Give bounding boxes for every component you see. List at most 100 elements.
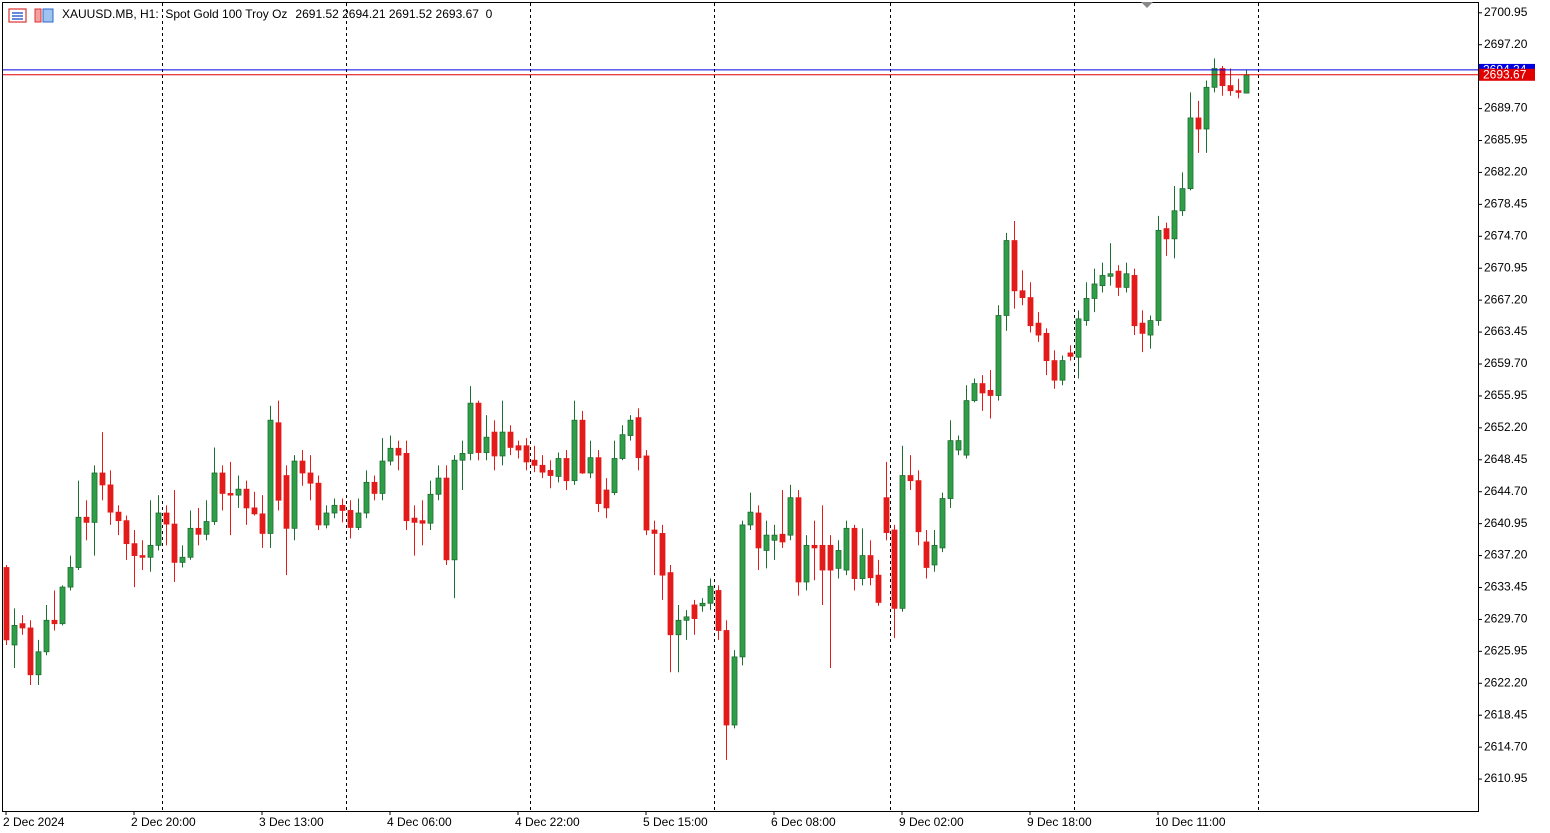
candle-body [275,422,282,501]
candle-body [915,480,922,533]
candle-body [523,445,530,463]
candle-body [1211,68,1218,88]
candle-body [1059,360,1066,381]
candle-body [867,555,874,579]
candle-body [427,493,434,524]
candle-body [987,389,994,396]
candle-body [1235,90,1242,93]
candle-body [1115,270,1122,288]
candle-body [251,507,258,515]
x-tick-label: 2 Dec 20:00 [131,815,196,829]
candle-body [443,477,450,561]
y-tick-label: 2663.45 [1484,324,1528,338]
y-tick-label: 2644.70 [1484,484,1528,498]
candle-body [219,472,226,494]
candle-body [11,624,18,646]
candle-body [683,616,690,621]
x-tick-label: 6 Dec 08:00 [771,815,836,829]
candle-body [147,544,154,558]
candle-body [603,489,610,509]
candle-body [515,445,522,451]
y-tick-label: 2682.20 [1484,165,1528,179]
y-tick-label: 2670.95 [1484,260,1528,274]
x-tick-label: 3 Dec 13:00 [259,815,324,829]
candle-body [1219,68,1226,86]
candle-body [355,512,362,528]
candle-body [1179,188,1186,212]
candle-body [1195,117,1202,130]
chart-title: XAUUSD.MB, H1: Spot Gold 100 Troy Oz [62,7,287,21]
candle-body [299,460,306,474]
candle-body [291,460,298,529]
candle-body [1035,322,1042,336]
candle-body [1027,297,1034,327]
candle-body [1099,275,1106,287]
shift-marker [1141,2,1153,8]
header-values: 2691.52 2694.21 2691.52 2693.67 0 [295,7,492,21]
candle-body [203,521,210,535]
candle-body [1171,210,1178,240]
candle-body [1243,74,1250,94]
candle-body [3,567,10,641]
candle-body [723,630,730,726]
y-tick-label: 2633.45 [1484,580,1528,594]
candle-body [795,497,802,583]
y-tick-label: 2618.45 [1484,707,1528,721]
candle-body [451,459,458,561]
candle-body [699,602,706,607]
candle-body [819,544,826,571]
candle-body [563,458,570,482]
candle-body [891,529,898,609]
candle-body [379,460,386,494]
candle-body [1203,86,1210,130]
x-tick-label: 2 Dec 2024 [3,815,65,829]
plot-frame [2,2,1479,812]
candle-body [259,513,266,534]
y-tick-label: 2674.70 [1484,228,1528,242]
candle-body [1011,240,1018,292]
candle-body [283,475,290,529]
candle-body [747,511,754,526]
candle-body [211,472,218,522]
candle-body [1123,273,1130,288]
y-tick-label: 2622.20 [1484,675,1528,689]
candle-body [611,458,618,493]
bid-label-box [1479,68,1535,81]
candle-body [635,417,642,459]
candle-body [971,383,978,402]
y-tick-label: 2697.20 [1484,37,1528,51]
candle-body [411,517,418,523]
candle-body [99,472,106,486]
candles [3,58,1250,760]
candle-body [307,472,314,484]
candle-body [707,585,714,604]
candle-body [667,572,674,636]
candle-body [787,497,794,536]
y-tick-label: 2678.45 [1484,197,1528,211]
candle-body [859,555,866,579]
candle-body [875,574,882,603]
candle-body [1043,332,1050,361]
candle-body [235,488,242,496]
candle-body [395,447,402,456]
candle-body [75,516,82,568]
candle-body [1019,290,1026,298]
candle-body [315,482,322,526]
candle-body [947,440,954,499]
candle-body [179,556,186,563]
y-tick-label: 2655.95 [1484,388,1528,402]
icon-bars[interactable] [34,8,42,23]
candle-body [939,498,946,549]
candle-body [883,497,890,533]
icon-bars [42,8,54,23]
y-tick-label: 2637.20 [1484,548,1528,562]
candle-body [227,493,234,496]
candle-body [467,402,474,454]
candle-body [171,523,178,563]
candle-body [27,627,34,676]
candle-body [963,400,970,456]
candle-body [627,419,634,436]
candle-body [475,402,482,453]
candle-body [331,504,338,514]
